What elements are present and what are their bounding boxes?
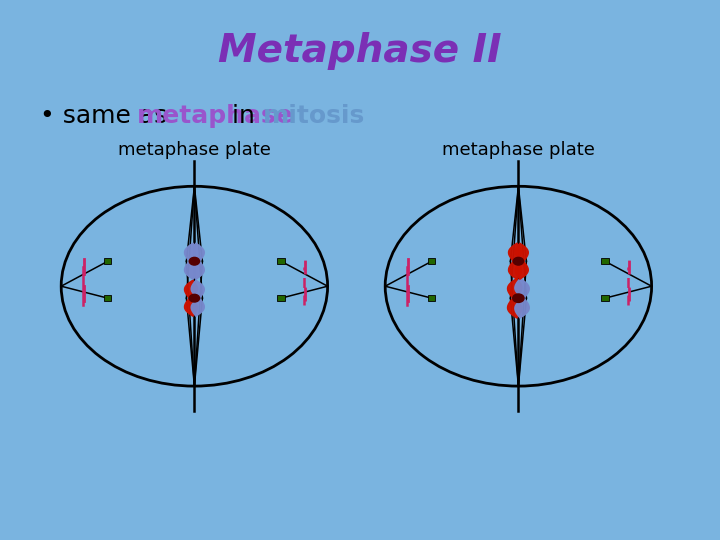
Circle shape	[513, 258, 523, 265]
Text: metaphase plate: metaphase plate	[442, 140, 595, 159]
Polygon shape	[192, 298, 204, 316]
Bar	[601, 259, 608, 264]
Polygon shape	[516, 261, 528, 279]
Text: metaphase: metaphase	[137, 104, 294, 128]
Polygon shape	[184, 298, 197, 316]
Circle shape	[189, 258, 199, 265]
Text: metaphase plate: metaphase plate	[118, 140, 271, 159]
Bar	[428, 295, 436, 301]
Bar	[277, 295, 284, 301]
Text: mitosis: mitosis	[264, 104, 366, 128]
Circle shape	[189, 294, 199, 302]
Text: Metaphase II: Metaphase II	[218, 32, 502, 70]
Polygon shape	[192, 243, 204, 261]
Polygon shape	[184, 280, 197, 298]
Polygon shape	[508, 298, 522, 318]
Polygon shape	[192, 280, 204, 298]
Polygon shape	[508, 261, 521, 279]
Text: • same as: • same as	[40, 104, 175, 128]
Polygon shape	[508, 279, 522, 298]
Polygon shape	[508, 243, 521, 261]
Bar	[104, 259, 112, 264]
Bar	[601, 295, 608, 301]
Bar	[428, 259, 436, 264]
Polygon shape	[516, 243, 528, 261]
Circle shape	[513, 294, 524, 302]
Bar	[277, 259, 284, 264]
Polygon shape	[515, 298, 529, 318]
Polygon shape	[184, 261, 197, 279]
Polygon shape	[184, 243, 197, 261]
Text: in: in	[225, 104, 263, 128]
Bar	[104, 295, 112, 301]
Polygon shape	[515, 279, 529, 298]
Polygon shape	[192, 261, 204, 279]
